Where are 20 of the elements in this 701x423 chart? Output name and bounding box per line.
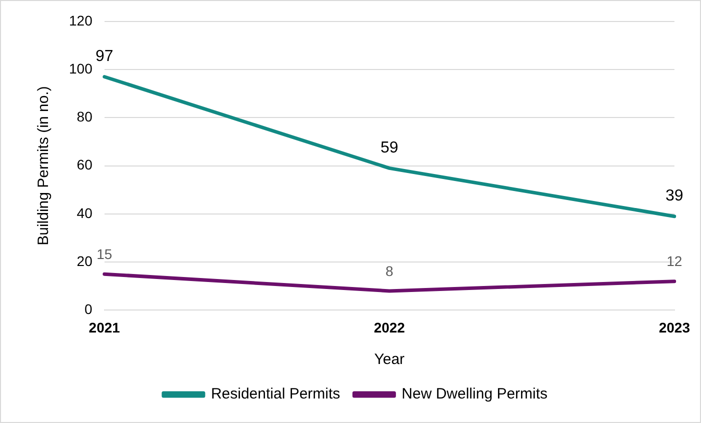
y-tick-label: 100	[69, 60, 93, 76]
y-tick-label: 0	[84, 301, 93, 318]
y-axis-title: Building Permits (in no.)	[35, 86, 52, 246]
x-axis-title: Year	[374, 351, 405, 368]
data-label: 8	[385, 262, 394, 279]
y-tick-label: 20	[76, 252, 93, 269]
legend-label: New Dwelling Permits	[402, 386, 548, 403]
data-label: 97	[95, 48, 114, 66]
x-tick-label: 2023	[658, 319, 690, 336]
x-tick-label: 2022	[374, 319, 406, 336]
data-label: 59	[380, 140, 398, 157]
data-label: 39	[666, 188, 684, 205]
legend-label: Residential Permits	[210, 386, 340, 403]
data-label: 15	[96, 246, 112, 262]
y-tick-label: 120	[69, 12, 93, 28]
y-tick-label: 80	[76, 108, 93, 125]
x-tick-label: 2021	[88, 319, 120, 336]
data-label: 12	[666, 253, 682, 270]
y-tick-label: 60	[76, 156, 93, 173]
y-tick-label: 40	[76, 204, 93, 221]
